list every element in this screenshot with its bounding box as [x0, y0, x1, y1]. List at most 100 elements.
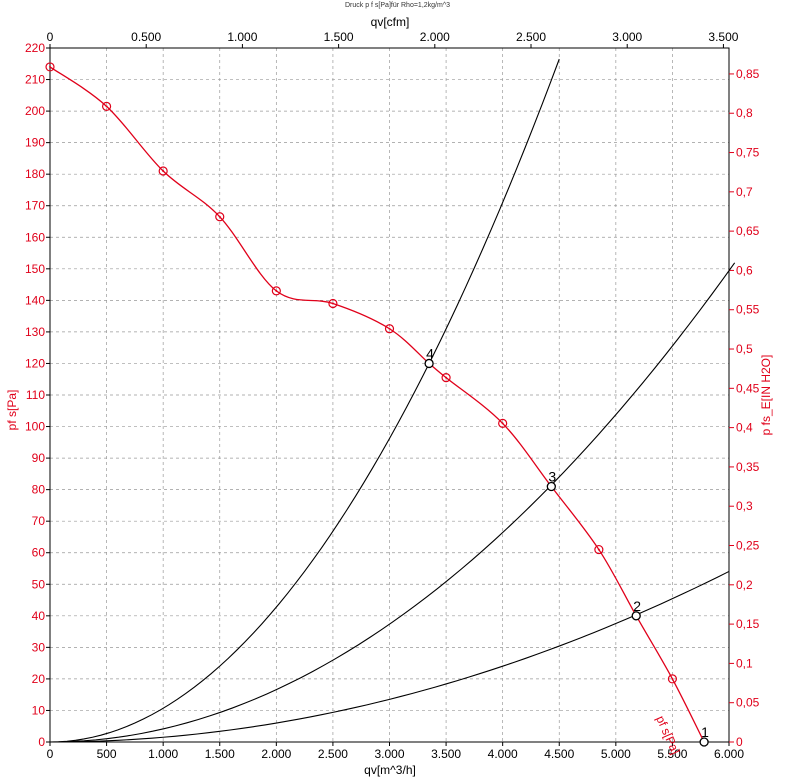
fan-curve-marker-dot [597, 548, 600, 551]
operating-point-label: 2 [633, 598, 641, 614]
y-tick-label: 130 [25, 325, 45, 339]
x-tick-label: 2.000 [261, 747, 291, 761]
x-tick-label: 0 [47, 747, 54, 761]
y-tick-label: 200 [25, 104, 45, 118]
y-tick-label: 210 [25, 73, 45, 87]
y2-tick-label: 0,35 [736, 460, 760, 474]
x2-tick-label: 2.000 [420, 30, 450, 44]
fan-curve-marker-dot [162, 170, 165, 173]
fan-curve-marker-dot [331, 302, 334, 305]
y2-tick-label: 0,55 [736, 303, 760, 317]
y2-tick-label: 0,6 [736, 263, 753, 277]
x-tick-label: 1.500 [205, 747, 235, 761]
y2-tick-label: 0,5 [736, 342, 753, 356]
y-tick-label: 50 [32, 577, 46, 591]
fan-curve-marker-dot [275, 289, 278, 292]
operating-point-label: 4 [426, 345, 434, 361]
fan-curve-marker-dot [388, 327, 391, 330]
operating-point [546, 481, 556, 492]
x2-tick-label: 2.500 [516, 30, 546, 44]
y2-tick-label: 0,8 [736, 106, 753, 120]
axes-layer: 0 500 1.000 1.500 2.000 2.500 3.000 3.500 4.000 4… [25, 30, 760, 761]
fan-curve-marker-dot [671, 677, 674, 680]
y2-tick-label: 0 [736, 735, 743, 749]
y2-tick-label: 0,3 [736, 499, 753, 513]
fan-curve-marker [158, 166, 168, 176]
y-tick-label: 30 [32, 640, 46, 654]
y2-tick-label: 0,25 [736, 539, 760, 553]
x-tick-label: 4.000 [488, 747, 518, 761]
y2-tick-label: 0,65 [736, 224, 760, 238]
y2-tick-label: 0,05 [736, 696, 760, 710]
y2-axis-title: p fs_E[IN H2O] [759, 355, 773, 436]
x-tick-label: 3.000 [374, 747, 404, 761]
fan-curve-line [49, 66, 705, 743]
fan-curve-marker [101, 101, 112, 111]
x2-tick-label: 3.000 [612, 30, 642, 44]
y2-tick-label: 0,45 [736, 381, 760, 395]
grid-layer [50, 48, 730, 742]
y-tick-label: 150 [25, 262, 45, 276]
fan-curve-marker [594, 544, 604, 555]
y-tick-label: 0 [38, 735, 45, 749]
fan-curve-marker [215, 212, 225, 222]
y-tick-label: 60 [32, 546, 46, 560]
fan-curve-marker [441, 373, 451, 383]
x2-axis-title: qv[cfm] [371, 15, 410, 29]
y2-tick-label: 0,4 [736, 421, 753, 435]
system-curve-1 [49, 570, 730, 743]
series-layer [45, 58, 736, 743]
y-tick-label: 40 [32, 609, 46, 623]
y2-tick-label: 0,75 [736, 146, 760, 160]
system-curve-3 [49, 58, 560, 743]
operating-point-label: 3 [548, 468, 556, 484]
operating-point-label: 1 [701, 724, 709, 740]
fan-curve-marker [384, 324, 395, 334]
x-tick-label: 4.500 [544, 747, 574, 761]
x2-tick-label: 1.000 [227, 30, 257, 44]
x-tick-label: 5.500 [657, 747, 687, 761]
y-tick-label: 170 [25, 199, 45, 213]
x-tick-label: 500 [97, 747, 117, 761]
x-axis-title: qv[m^3/h] [364, 763, 416, 777]
y-tick-label: 90 [32, 451, 46, 465]
y-tick-label: 80 [32, 483, 46, 497]
fan-curve-marker [328, 298, 338, 309]
y-tick-label: 160 [25, 230, 45, 244]
fan-curve-marker [45, 62, 55, 72]
y-tick-label: 10 [32, 703, 46, 717]
x-tick-label: 5.000 [601, 747, 631, 761]
fan-curve-marker-dot [105, 105, 108, 108]
x-tick-label: 3.500 [431, 747, 461, 761]
fan-curve-marker-dot [218, 215, 221, 218]
fan-curve-marker [498, 418, 508, 428]
y-tick-label: 20 [32, 672, 46, 686]
y-tick-label: 190 [25, 136, 45, 150]
y2-tick-label: 0,2 [736, 578, 753, 592]
y2-tick-label: 0,7 [736, 185, 753, 199]
x-tick-label: 2.500 [318, 747, 348, 761]
x-tick-label: 1.000 [148, 747, 178, 761]
points-layer: 1 2 3 4 [424, 345, 709, 747]
y-tick-label: 120 [25, 356, 45, 370]
x-tick-label: 6.000 [714, 747, 744, 761]
x2-tick-label: 3.500 [708, 30, 738, 44]
operating-point [699, 737, 709, 747]
x2-tick-label: 0 [47, 30, 54, 44]
x2-tick-label: 0.500 [131, 30, 161, 44]
fan-curve-marker [667, 674, 678, 684]
page-title: Druck p f s[Pa]für Rho=1,2kg/m^3 [344, 2, 451, 9]
operating-point [631, 611, 641, 621]
fan-curve-marker-dot [49, 65, 51, 68]
operating-point [424, 358, 434, 369]
fan-curve-marker-dot [445, 376, 448, 379]
x2-tick-label: 1.500 [324, 30, 354, 44]
y-axis-title: pf s[Pa] [5, 390, 19, 431]
fan-curve-marker [271, 286, 281, 296]
y-tick-label: 70 [32, 514, 46, 528]
y-tick-label: 180 [25, 167, 45, 181]
system-curve-2 [49, 262, 736, 743]
y-tick-label: 100 [25, 420, 45, 434]
fan-curve-marker-dot [501, 422, 504, 425]
